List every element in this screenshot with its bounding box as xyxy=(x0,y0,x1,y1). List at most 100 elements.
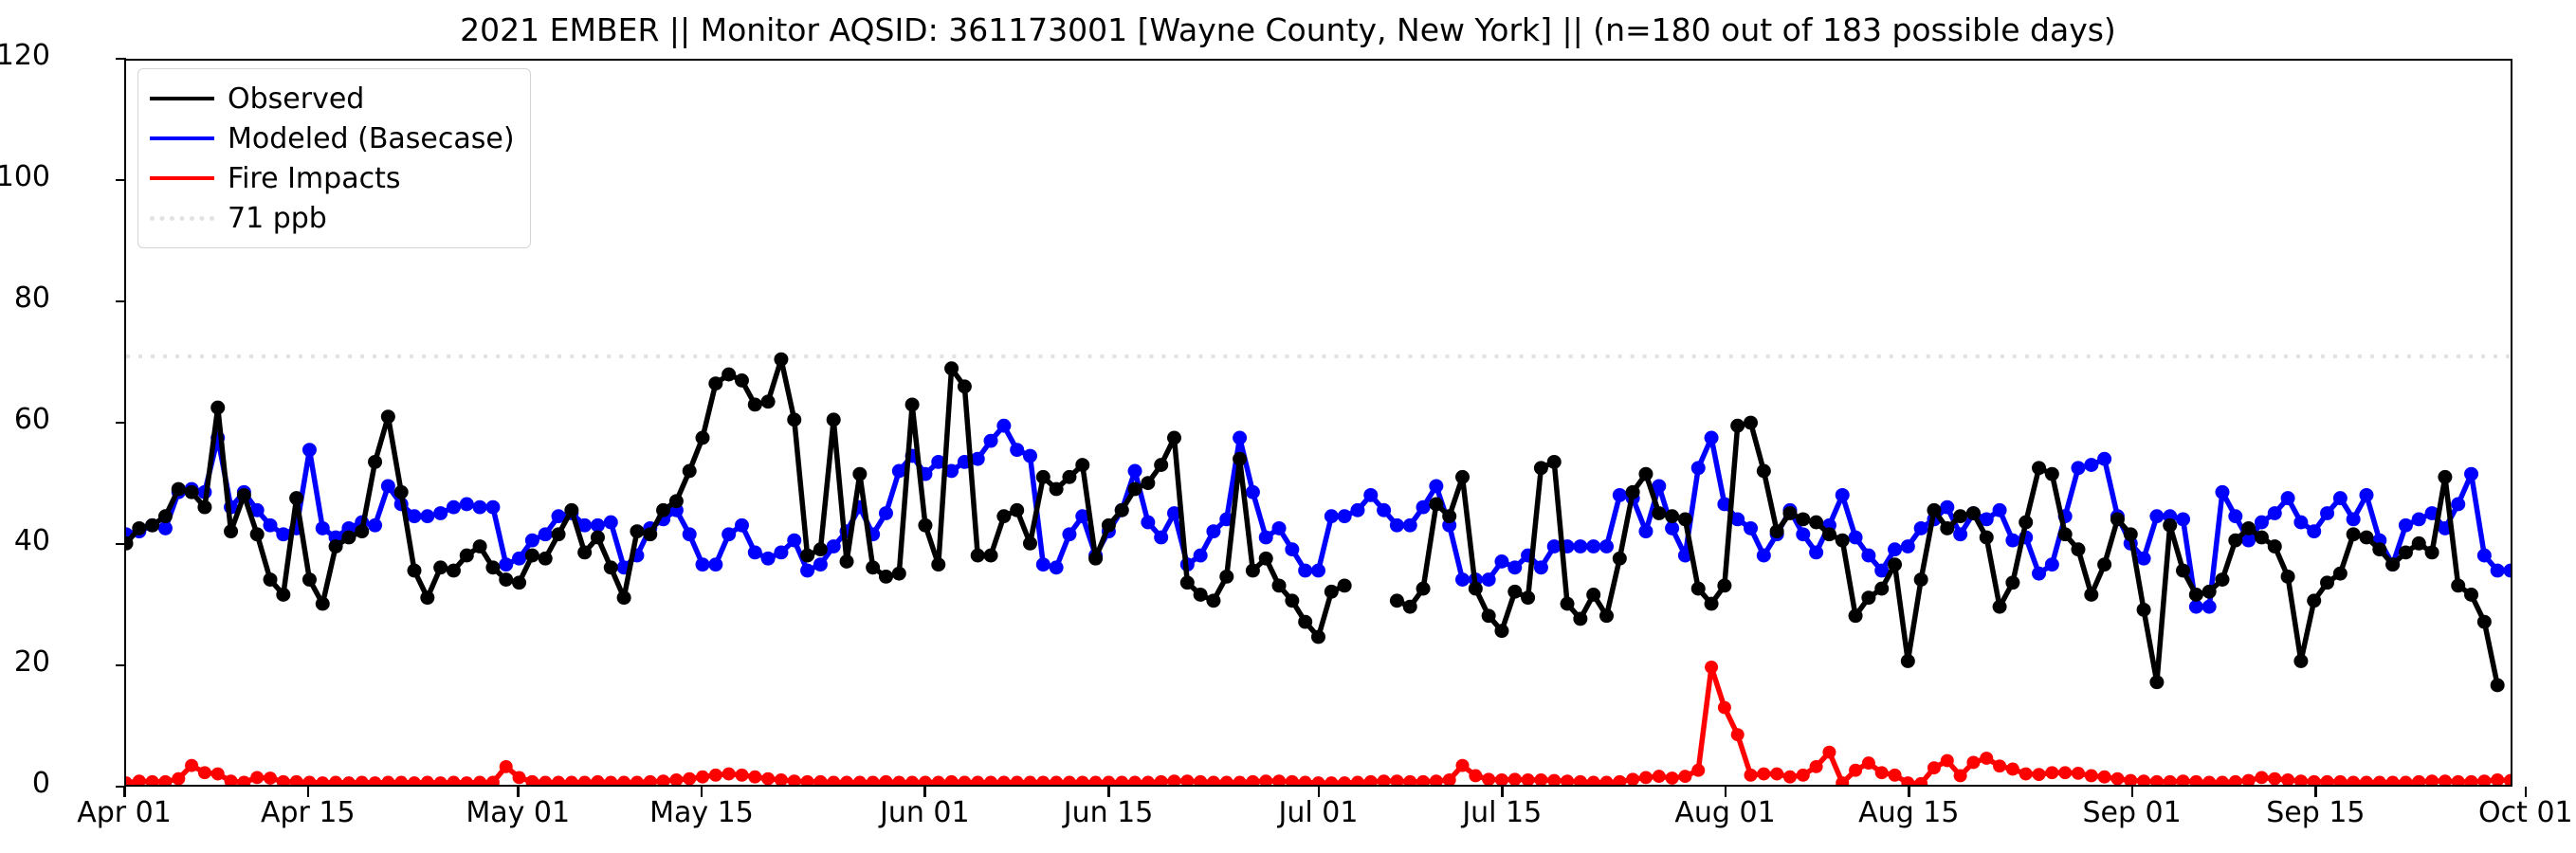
data-point xyxy=(301,572,317,587)
data-point xyxy=(1245,563,1260,578)
legend-label: 71 ppb xyxy=(228,201,327,235)
data-point xyxy=(2476,548,2492,563)
data-point xyxy=(276,527,291,542)
data-point xyxy=(2058,766,2073,780)
data-point xyxy=(774,772,788,785)
data-point xyxy=(1271,521,1287,535)
data-point xyxy=(552,775,566,785)
data-point xyxy=(2228,509,2243,524)
data-point xyxy=(1141,515,1156,530)
data-point xyxy=(2149,675,2165,690)
data-point xyxy=(1534,772,1548,785)
data-point xyxy=(970,451,985,466)
data-point xyxy=(2359,530,2374,545)
data-point xyxy=(1993,759,2007,773)
data-point xyxy=(1325,776,1339,785)
data-point xyxy=(447,775,461,785)
data-point xyxy=(1194,774,1208,785)
data-point xyxy=(1481,608,1496,624)
data-point xyxy=(931,454,946,469)
data-point xyxy=(1822,745,1836,759)
data-point xyxy=(264,771,278,785)
data-point xyxy=(1311,776,1325,785)
data-point xyxy=(827,775,841,785)
data-point xyxy=(643,527,658,542)
data-point xyxy=(1272,774,1287,785)
data-point xyxy=(1337,578,1352,593)
y-tick-mark xyxy=(116,299,126,303)
data-point xyxy=(2346,527,2361,542)
data-point xyxy=(1914,776,1928,785)
data-point xyxy=(1900,539,1915,554)
data-point xyxy=(1166,506,1181,520)
data-point xyxy=(2398,545,2413,560)
data-point xyxy=(1324,509,1339,524)
legend-item-observed: Observed xyxy=(150,79,515,118)
data-point xyxy=(603,560,618,575)
data-point xyxy=(2124,773,2138,785)
data-point xyxy=(1062,775,1076,785)
data-point xyxy=(2149,774,2164,785)
data-point xyxy=(2084,458,2099,472)
data-point xyxy=(1927,761,1941,775)
data-point xyxy=(800,563,815,578)
data-point xyxy=(1036,775,1050,785)
data-point xyxy=(1769,524,1784,539)
data-point xyxy=(603,515,618,530)
data-point xyxy=(1010,443,1025,458)
data-point xyxy=(237,775,251,785)
data-point xyxy=(1507,584,1523,599)
y-tick-mark xyxy=(116,785,126,789)
data-point xyxy=(485,560,501,575)
data-point xyxy=(2163,774,2177,785)
data-point xyxy=(1429,774,1443,785)
data-point xyxy=(459,497,474,512)
data-point xyxy=(2201,584,2217,599)
data-point xyxy=(2189,774,2203,785)
data-point xyxy=(747,545,762,560)
data-point xyxy=(1035,469,1050,484)
data-point xyxy=(1494,772,1508,785)
data-point xyxy=(2372,542,2387,557)
data-point xyxy=(800,774,814,785)
data-point xyxy=(1154,530,1169,545)
data-point xyxy=(145,774,159,785)
y-tick-label: 100 xyxy=(0,160,50,193)
data-point xyxy=(2215,572,2230,587)
data-point xyxy=(1310,629,1326,644)
data-point xyxy=(1744,521,1759,535)
data-point xyxy=(1258,551,1273,566)
data-point xyxy=(2398,517,2413,533)
data-point xyxy=(970,548,985,563)
data-point xyxy=(380,479,395,494)
data-point xyxy=(1665,521,1680,535)
data-point xyxy=(433,560,448,575)
x-tick-label: Jun 01 xyxy=(879,796,970,829)
data-point xyxy=(126,535,134,551)
data-point xyxy=(1233,775,1247,785)
legend-label: Modeled (Basecase) xyxy=(228,121,515,155)
data-point xyxy=(328,539,343,554)
data-point xyxy=(1927,502,1942,517)
data-point xyxy=(2503,563,2511,578)
data-point xyxy=(1468,581,1483,596)
data-point xyxy=(735,768,749,782)
data-point xyxy=(1690,581,1706,596)
data-point xyxy=(958,775,972,785)
data-point xyxy=(2267,539,2282,554)
data-point xyxy=(355,775,369,785)
data-point xyxy=(1835,487,1850,502)
data-point xyxy=(957,379,972,394)
data-point xyxy=(1705,660,1719,674)
y-tick-label: 40 xyxy=(13,524,50,557)
data-point xyxy=(1992,502,2007,517)
data-point xyxy=(630,524,645,539)
data-point xyxy=(2359,487,2374,502)
data-point xyxy=(1874,563,1890,578)
data-point xyxy=(722,527,737,542)
data-point xyxy=(2005,762,2019,776)
data-point xyxy=(1638,466,1653,481)
data-point xyxy=(2005,575,2020,590)
data-point xyxy=(1389,593,1404,608)
data-point xyxy=(368,776,382,785)
